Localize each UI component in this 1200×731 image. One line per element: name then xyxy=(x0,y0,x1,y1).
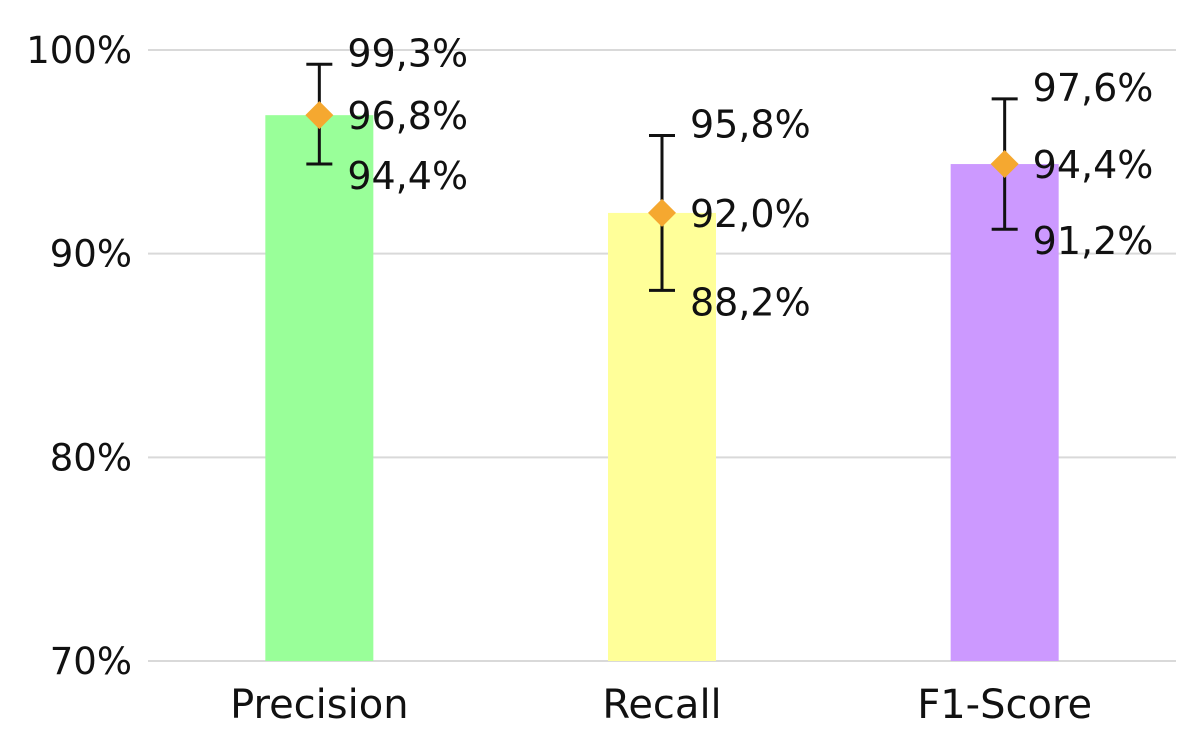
bar-precision xyxy=(265,115,374,661)
x-category-label: F1-Score xyxy=(917,682,1092,728)
upper-bound-label: 97,6% xyxy=(1033,66,1154,110)
lower-bound-label: 88,2% xyxy=(690,280,811,324)
upper-bound-label: 95,8% xyxy=(690,103,811,147)
value-label: 92,0% xyxy=(690,192,811,236)
y-tick-label: 80% xyxy=(50,436,132,479)
x-category-label: Recall xyxy=(602,682,721,728)
bars xyxy=(265,115,1059,661)
value-label: 94,4% xyxy=(1033,143,1154,187)
y-axis-ticks: 70% 80% 90% 100% xyxy=(26,29,132,683)
value-marker xyxy=(648,198,676,227)
bar-f1-score xyxy=(950,164,1059,661)
lower-bound-label: 91,2% xyxy=(1033,219,1154,263)
upper-bound-label: 99,3% xyxy=(347,31,468,75)
y-tick-label: 100% xyxy=(26,29,132,72)
x-axis-categories: Precision Recall F1-Score xyxy=(230,682,1092,728)
value-marker xyxy=(990,150,1019,179)
value-marker xyxy=(305,101,334,130)
value-label: 96,8% xyxy=(347,94,468,138)
data-labels: 99,3% 96,8% 94,4% 95,8% 92,0% 88,2% 97,6% 94,4%… xyxy=(347,31,1153,324)
lower-bound-label: 94,4% xyxy=(347,154,468,198)
value-markers xyxy=(305,101,1019,227)
y-tick-label: 70% xyxy=(50,640,132,683)
x-category-label: Precision xyxy=(230,682,408,728)
y-tick-label: 90% xyxy=(50,233,132,276)
